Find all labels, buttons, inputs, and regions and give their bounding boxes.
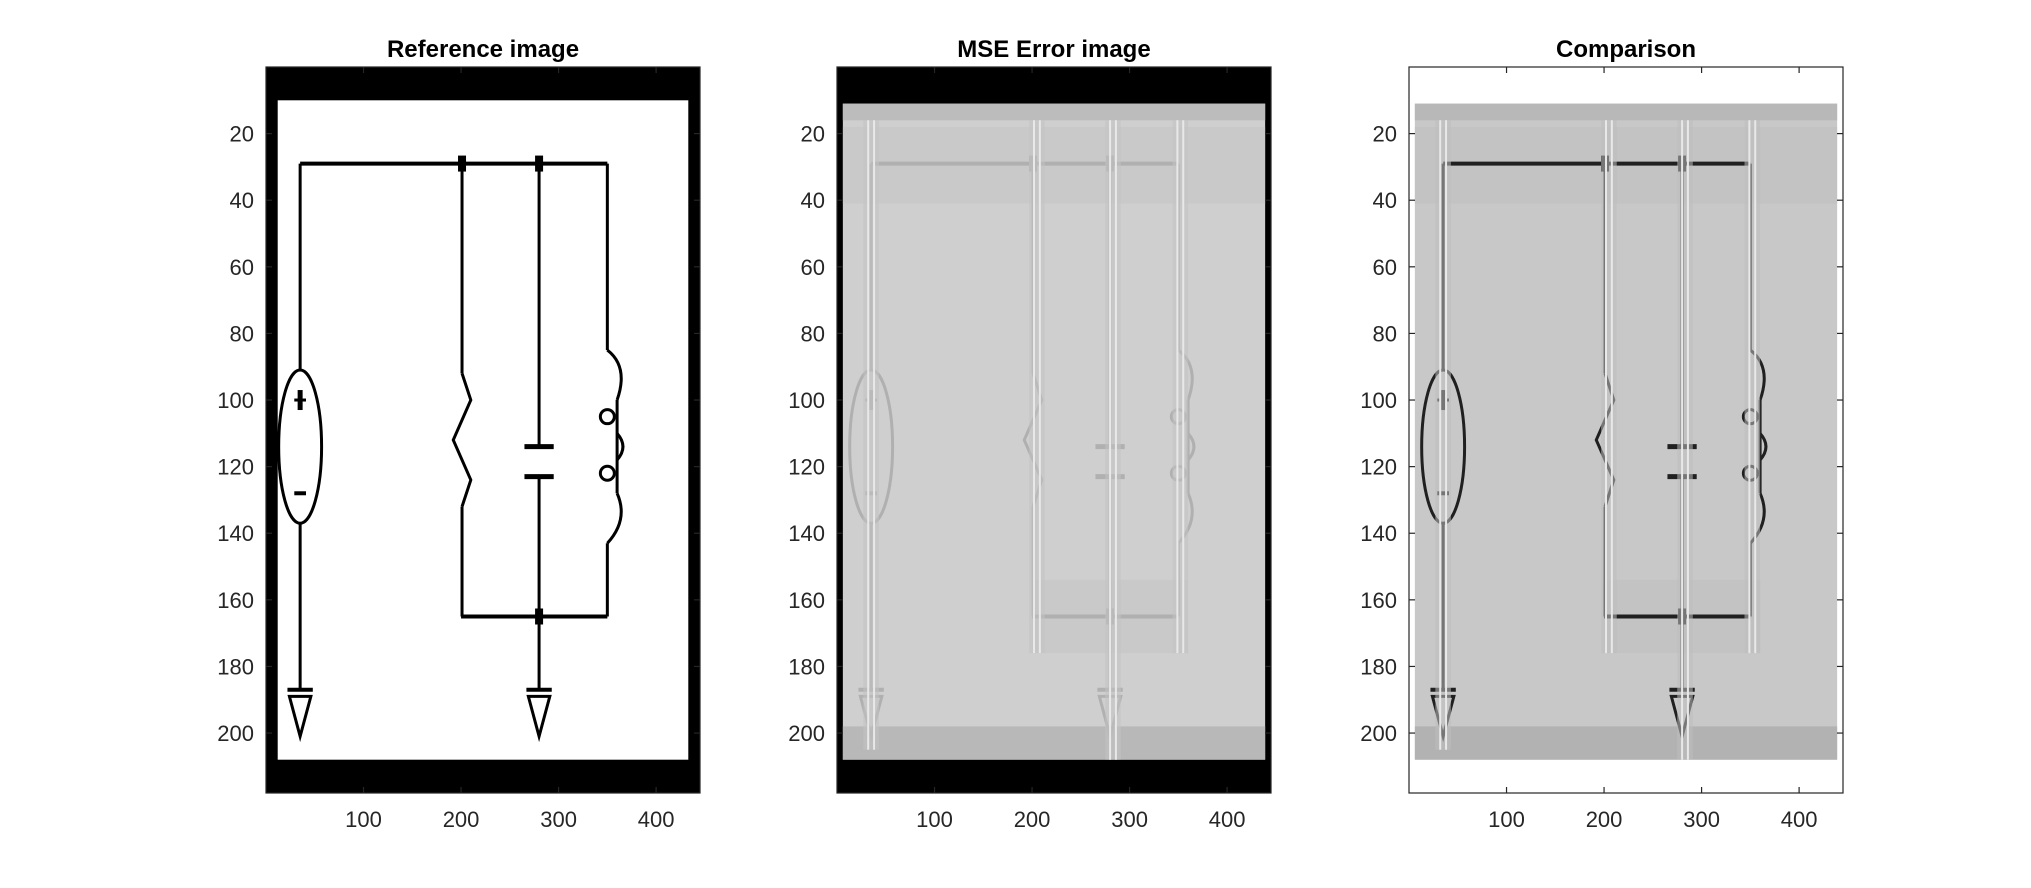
y-tick-label: 180 bbox=[217, 654, 254, 679]
y-tick-label: 100 bbox=[1360, 388, 1397, 413]
y-tick-label: 20 bbox=[1373, 122, 1397, 147]
image-comparison bbox=[1409, 67, 1843, 793]
y-tick-label: 40 bbox=[230, 188, 254, 213]
y-tick-label: 200 bbox=[1360, 721, 1397, 746]
y-tick-label: 80 bbox=[801, 321, 825, 346]
y-tick-label: 120 bbox=[788, 455, 825, 480]
y-tick-label: 200 bbox=[788, 721, 825, 746]
y-tick-label: 180 bbox=[788, 654, 825, 679]
white-paper bbox=[278, 100, 689, 759]
y-tick-label: 160 bbox=[1360, 588, 1397, 613]
panel-reference: Reference image 20 40 60 80 100 120 140 160 180 20… bbox=[217, 36, 700, 832]
x-tick-label: 200 bbox=[443, 807, 480, 832]
y-tick-label: 120 bbox=[217, 455, 254, 480]
junction-0 bbox=[458, 156, 466, 172]
y-tick-label: 60 bbox=[1373, 255, 1397, 280]
x-tick-label: 100 bbox=[916, 807, 953, 832]
y-tick-label: 80 bbox=[230, 321, 254, 346]
junction-2 bbox=[535, 608, 543, 624]
y-tick-label: 200 bbox=[217, 721, 254, 746]
y-tick-label: 160 bbox=[217, 588, 254, 613]
x-tick-label: 300 bbox=[1683, 807, 1720, 832]
x-tick-label: 100 bbox=[345, 807, 382, 832]
panel-title: Reference image bbox=[387, 36, 579, 63]
panel-comparison: Comparison 20 40 60 80 100 120 140 160 180 200 100 2… bbox=[1360, 36, 1843, 832]
x-tick-label: 400 bbox=[1781, 807, 1818, 832]
y-tick-label: 180 bbox=[1360, 654, 1397, 679]
y-tick-label: 140 bbox=[217, 521, 254, 546]
y-tick-label: 140 bbox=[788, 521, 825, 546]
y-tick-label: 40 bbox=[801, 188, 825, 213]
x-tick-label: 400 bbox=[1209, 807, 1246, 832]
panel-title: Comparison bbox=[1556, 36, 1696, 63]
x-tick-label: 100 bbox=[1488, 807, 1525, 832]
y-tick-label: 100 bbox=[788, 388, 825, 413]
x-tick-label: 300 bbox=[540, 807, 577, 832]
y-tick-label: 80 bbox=[1373, 321, 1397, 346]
x-tick-label: 400 bbox=[638, 807, 675, 832]
y-tick-label: 100 bbox=[217, 388, 254, 413]
junction-1 bbox=[535, 156, 543, 172]
y-tick-label: 140 bbox=[1360, 521, 1397, 546]
image-reference bbox=[266, 67, 700, 793]
image-error bbox=[837, 67, 1271, 793]
x-tick-label: 200 bbox=[1014, 807, 1051, 832]
y-tick-label: 40 bbox=[1373, 188, 1397, 213]
y-tick-label: 60 bbox=[230, 255, 254, 280]
y-tick-label: 20 bbox=[801, 122, 825, 147]
y-tick-label: 120 bbox=[1360, 455, 1397, 480]
x-tick-label: 300 bbox=[1111, 807, 1148, 832]
y-tick-label: 60 bbox=[801, 255, 825, 280]
y-tick-label: 20 bbox=[230, 122, 254, 147]
panel-error: MSE Error image 20 40 60 80 100 120 140 160 180 20… bbox=[788, 36, 1271, 832]
x-tick-label: 200 bbox=[1586, 807, 1623, 832]
panel-title: MSE Error image bbox=[957, 36, 1150, 63]
y-tick-label: 160 bbox=[788, 588, 825, 613]
